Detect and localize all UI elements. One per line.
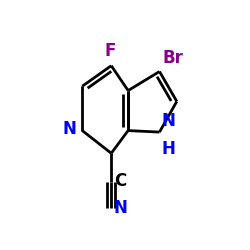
Text: F: F (104, 42, 116, 60)
Text: Br: Br (163, 49, 184, 67)
Text: N: N (63, 120, 77, 138)
Text: N: N (162, 112, 175, 130)
Text: H: H (162, 140, 175, 158)
Text: N: N (114, 199, 128, 217)
Text: C: C (114, 172, 126, 190)
